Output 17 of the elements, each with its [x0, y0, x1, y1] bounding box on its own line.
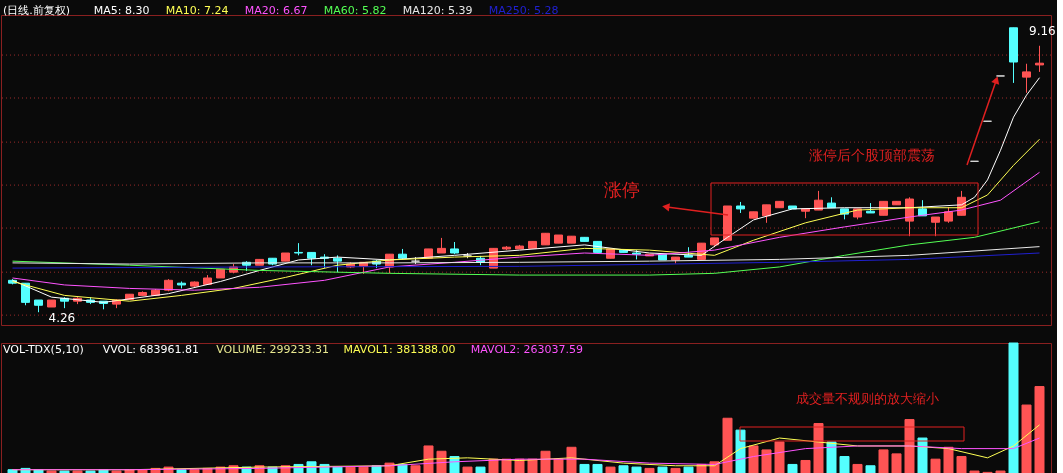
text: MAVOL2: 263037.59 [470, 343, 583, 356]
text: MA10: 7.24 [165, 4, 229, 17]
chart-title: VOL-TDX(5,10) [3, 343, 84, 356]
text: MA5: 8.30 [93, 4, 150, 17]
annotation: 涨停 [604, 179, 640, 200]
annotation: VOLUME: 299233.31 [216, 343, 329, 356]
annotation: 4.26 [48, 311, 76, 326]
annotation: 成交量不规则的放大缩小 [796, 391, 939, 406]
text: MA20: 6.67 [244, 4, 308, 17]
text: MAVOL1: 381388.00 [343, 343, 456, 356]
text: MA250: 5.28 [488, 4, 559, 17]
annotation: 涨停后个股顶部震荡 [809, 147, 935, 163]
annotation: 9.16 [1029, 24, 1056, 38]
text: MA120: 5.39 [402, 4, 473, 17]
text: MA60: 5.82 [323, 4, 387, 17]
annotation: VVOL: 683961.81 [102, 343, 200, 356]
chart-title: (日线.前复权) [3, 4, 71, 17]
